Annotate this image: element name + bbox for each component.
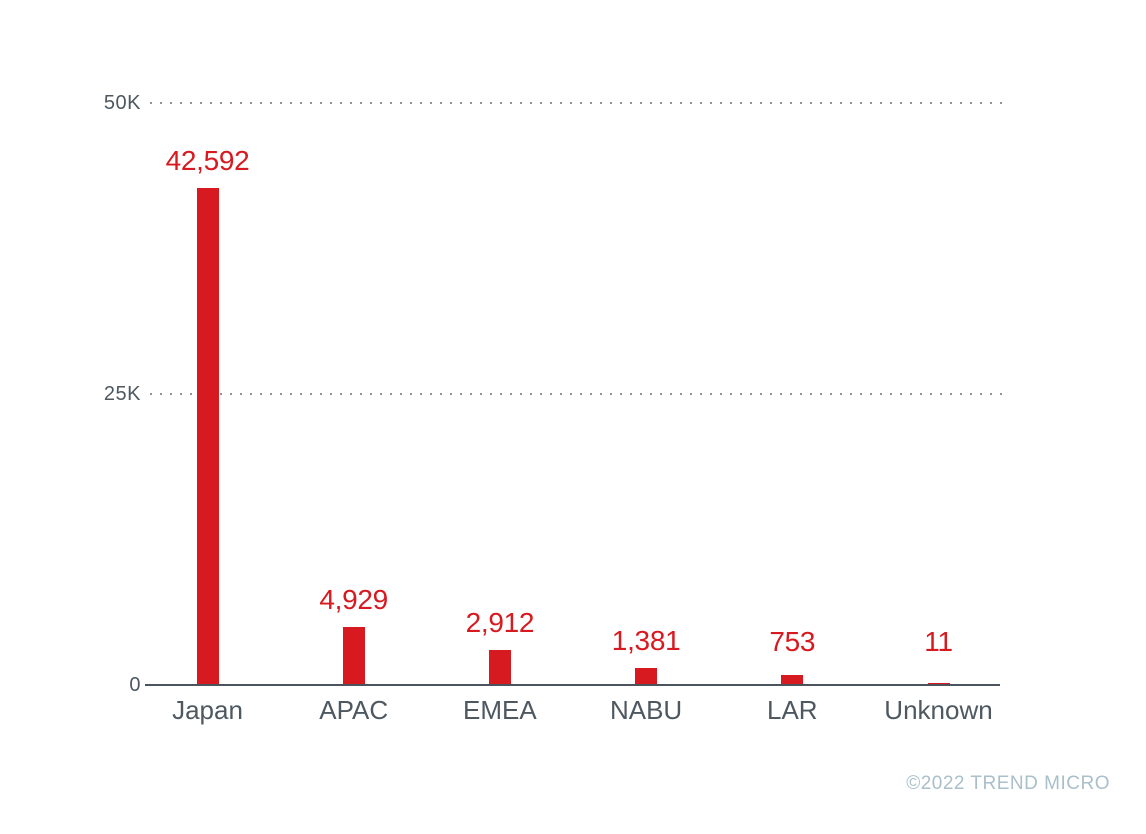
bar-nabu	[635, 668, 658, 684]
value-label-japan: 42,592	[165, 145, 250, 176]
x-axis-label-nabu: NABU	[609, 695, 683, 725]
value-label-emea: 2,912	[465, 607, 535, 638]
value-label-unknown: 11	[924, 626, 953, 657]
x-axis-label-lar: LAR	[767, 695, 818, 725]
bar-japan	[196, 188, 219, 684]
bar-apac	[342, 627, 365, 684]
gridline-25k	[150, 393, 1003, 395]
x-axis-label-japan: Japan	[172, 695, 243, 725]
value-label-apac: 4,929	[319, 584, 388, 615]
y-axis-tick-0: 0	[129, 674, 141, 696]
gridline-50k	[150, 102, 1003, 104]
copyright-watermark: ©2022 TREND MICRO	[906, 773, 1110, 794]
bar-unknown	[927, 683, 950, 684]
value-label-lar: 753	[769, 626, 816, 657]
bar-emea	[488, 650, 511, 684]
x-axis-label-unknown: Unknown	[884, 695, 993, 725]
bar-lar	[781, 675, 804, 684]
y-axis-tick-25k: 25K	[103, 383, 141, 405]
value-label-nabu: 1,381	[611, 625, 681, 656]
x-axis-line	[145, 684, 1000, 686]
y-axis-tick-50k: 50K	[103, 92, 141, 114]
x-axis-label-emea: EMEA	[463, 695, 537, 725]
x-axis-label-apac: APAC	[319, 695, 389, 725]
